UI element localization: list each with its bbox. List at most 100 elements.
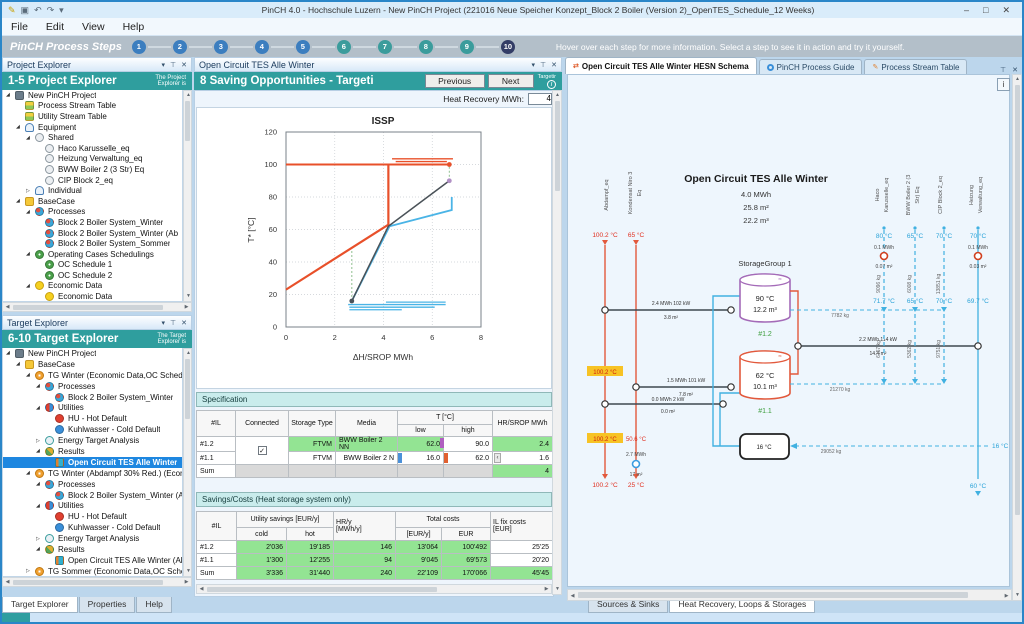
tree-item[interactable]: Kuhlwasser - Cold Default xyxy=(3,522,182,533)
tree-item[interactable]: ◢Results xyxy=(3,446,182,457)
port[interactable] xyxy=(633,384,639,390)
tree-item[interactable]: ◢Processes xyxy=(3,207,182,218)
pane-close-icon[interactable]: ✕ xyxy=(181,61,187,69)
port[interactable] xyxy=(602,401,608,407)
tree-expander-icon[interactable]: ▷ xyxy=(26,568,34,574)
tree-item[interactable]: Utility Stream Table xyxy=(3,111,182,122)
tree-item[interactable]: ◢New PinCH Project xyxy=(3,348,182,359)
tree-item[interactable]: ◢TG Winter (Economic Data,OC Schedule xyxy=(3,370,182,381)
tab-process-stream-table[interactable]: ✎ Process Stream Table xyxy=(864,59,967,74)
tree-expander-icon[interactable]: ◢ xyxy=(26,135,34,141)
cell-storage[interactable]: FTVM xyxy=(289,452,336,465)
cell-storage[interactable]: FTVM xyxy=(289,437,336,452)
doc-hscrollbar[interactable]: ◀▶ xyxy=(196,584,552,594)
tree-item[interactable]: ◢TG Winter (Abdampf 30% Red.) (Econom xyxy=(3,468,182,479)
tree-expander-icon[interactable]: ◢ xyxy=(36,383,44,389)
tree-item[interactable]: Block 2 Boiler System_Sommer xyxy=(3,238,182,249)
port[interactable] xyxy=(602,307,608,313)
minimize-button[interactable]: – xyxy=(964,5,969,16)
next-button[interactable]: Next xyxy=(488,74,534,88)
pane-dropdown-icon[interactable]: ▾ xyxy=(162,61,166,69)
tree-expander-icon[interactable]: ▷ xyxy=(26,188,34,194)
tree-item[interactable]: BWW Boiler 2 (3 Str) Eq xyxy=(3,164,182,175)
pane-pin-icon[interactable]: ⊤ xyxy=(170,61,176,69)
redo-icon[interactable]: ↷ xyxy=(47,3,55,17)
tree-item[interactable]: ◢Results xyxy=(3,544,182,555)
tree-expander-icon[interactable]: ◢ xyxy=(6,350,14,356)
connected-checkbox[interactable]: ✓ xyxy=(258,446,267,455)
tree-item[interactable]: ◢Processes xyxy=(3,381,182,392)
heat-recovery-input[interactable] xyxy=(528,93,552,105)
process-step-3[interactable]: 3 xyxy=(214,40,228,54)
pane-close-icon[interactable]: ✕ xyxy=(1012,66,1018,74)
tree-item[interactable]: Block 2 Boiler System_Winter xyxy=(3,392,182,403)
process-step-9[interactable]: 9 xyxy=(460,40,474,54)
cooling-utility-icon[interactable] xyxy=(633,461,640,468)
schema-vscrollbar[interactable]: ▲▼ xyxy=(1012,74,1022,601)
process-step-5[interactable]: 5 xyxy=(296,40,310,54)
cell-hr[interactable]: 2.4 xyxy=(493,437,553,452)
previous-button[interactable]: Previous xyxy=(425,74,485,88)
pane-close-icon[interactable]: ✕ xyxy=(551,61,557,69)
cell-t-low[interactable]: 16.0 xyxy=(398,452,444,465)
tree-item[interactable]: Heizung Verwaltung_eq xyxy=(3,154,182,165)
tree-item[interactable]: ◢BaseCase xyxy=(3,359,182,370)
tree-item[interactable]: ◢BaseCase xyxy=(3,196,182,207)
tree-expander-icon[interactable]: ◢ xyxy=(26,470,34,476)
port[interactable] xyxy=(728,384,734,390)
tree-item[interactable]: ▷Energy Target Analysis xyxy=(3,533,182,544)
tree-item[interactable]: ◢Shared xyxy=(3,132,182,143)
tree-item[interactable]: Block 2 Boiler System_Winter xyxy=(3,217,182,228)
target-tree-hscrollbar[interactable]: ◀▶ xyxy=(2,577,192,587)
target-tree-vscrollbar[interactable]: ▲▼ xyxy=(183,348,192,577)
pane-pin-icon[interactable]: ⊤ xyxy=(1000,66,1006,74)
port[interactable] xyxy=(975,343,981,349)
process-step-7[interactable]: 7 xyxy=(378,40,392,54)
project-tree-hscrollbar[interactable]: ◀▶ xyxy=(2,302,192,312)
edit-icon[interactable]: ✎ xyxy=(8,3,16,17)
tree-item[interactable]: ◢New PinCH Project xyxy=(3,90,182,101)
tree-item[interactable]: OC Schedule 1 xyxy=(3,260,182,271)
process-step-1[interactable]: 1 xyxy=(132,40,146,54)
tree-expander-icon[interactable]: ◢ xyxy=(36,448,44,454)
tree-item[interactable]: Kuhlwasser - Cold Default xyxy=(3,424,182,435)
tab-hesn-schema[interactable]: ⇄ Open Circuit TES Alle Winter HESN Sche… xyxy=(565,57,757,74)
process-step-2[interactable]: 2 xyxy=(173,40,187,54)
schema-info-button[interactable]: i xyxy=(997,78,1010,91)
tree-item[interactable]: ◢Operating Cases Schedulings xyxy=(3,249,182,260)
tree-item[interactable]: ◢Equipment xyxy=(3,122,182,133)
pane-pin-icon[interactable]: ⊤ xyxy=(170,319,176,327)
tree-item[interactable]: ▷Energy Target Analysis xyxy=(3,435,182,446)
tree-item[interactable]: ▷Individual xyxy=(3,185,182,196)
tree-item[interactable]: HU - Hot Default xyxy=(3,511,182,522)
menu-view[interactable]: View xyxy=(73,19,114,35)
process-step-4[interactable]: 4 xyxy=(255,40,269,54)
tree-item[interactable]: ◢Utilities xyxy=(3,500,182,511)
menu-file[interactable]: File xyxy=(2,19,37,35)
tree-item[interactable]: Economic Data xyxy=(3,291,182,302)
close-button[interactable]: ✕ xyxy=(1002,5,1010,16)
pane-close-icon[interactable]: ✕ xyxy=(181,319,187,327)
tree-item[interactable]: Open Circuit TES Alle Winter (Ab xyxy=(3,555,182,566)
tree-item[interactable]: ▷TG Sommer (Economic Data,OC Schedul xyxy=(3,566,182,577)
tree-expander-icon[interactable]: ◢ xyxy=(26,283,34,289)
menu-help[interactable]: Help xyxy=(114,19,154,35)
table-row[interactable]: #1.1 1'300 12'255 94 9'045 69'573 20'20 xyxy=(197,554,553,567)
tree-expander-icon[interactable]: ◢ xyxy=(16,198,24,204)
doc-vscrollbar[interactable]: ▲▼ xyxy=(552,90,562,595)
tree-expander-icon[interactable]: ◢ xyxy=(6,92,14,98)
tree-expander-icon[interactable]: ◢ xyxy=(26,209,34,215)
tree-expander-icon[interactable]: ◢ xyxy=(36,405,44,411)
heating-utility-icon[interactable] xyxy=(881,253,888,260)
tree-item[interactable]: ◢Processes xyxy=(3,479,182,490)
stepper-icon[interactable]: ‹ xyxy=(494,453,501,463)
port[interactable] xyxy=(720,401,726,407)
table-row[interactable]: #1.2 ✓ FTVM BWW Boiler 2 NN 62.0 90.0 2.… xyxy=(197,437,553,452)
tree-item[interactable]: Block 2 Boiler System_Winter (Ab xyxy=(3,228,182,239)
menu-edit[interactable]: Edit xyxy=(37,19,73,35)
port[interactable] xyxy=(728,307,734,313)
tree-item[interactable]: ◢Utilities xyxy=(3,402,182,413)
cell-hr[interactable]: ‹1.6 xyxy=(493,452,553,465)
tree-expander-icon[interactable]: ◢ xyxy=(36,481,44,487)
tree-expander-icon[interactable]: ◢ xyxy=(36,546,44,552)
